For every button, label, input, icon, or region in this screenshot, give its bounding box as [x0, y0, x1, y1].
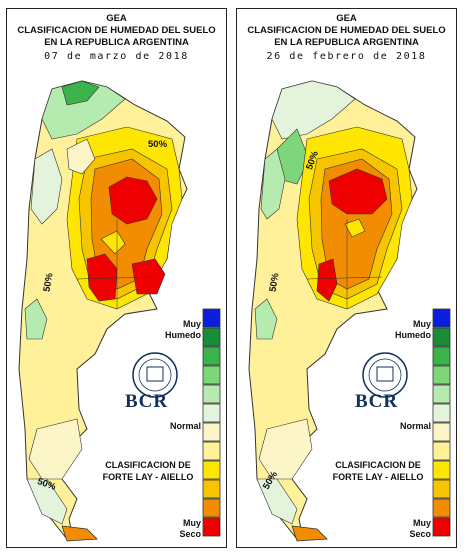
scale-swatch: [432, 517, 451, 537]
scale-label-dry: Seco: [179, 529, 201, 539]
argentina-map: [18, 80, 221, 542]
scale-label-very: Muy: [413, 319, 431, 329]
scale-swatch: [202, 384, 221, 404]
scale-swatch: [202, 460, 221, 480]
scale-swatch: [432, 422, 451, 442]
scale-label-normal: Normal: [399, 421, 431, 431]
scale-swatch: [432, 441, 451, 461]
scale-label-wet: Humedo: [395, 330, 431, 340]
map-date: 07 de marzo de 2018: [44, 51, 189, 62]
classification-line1: CLASIFICACION DE: [335, 460, 421, 470]
scale-label-wet: Humedo: [165, 330, 201, 340]
contour-label-ne: 50%: [148, 139, 168, 150]
map-panel-left: GEA CLASIFICACION DE HUMEDAD DEL SUELO E…: [6, 8, 227, 548]
scale-swatch: [202, 479, 221, 499]
scale-swatch: [202, 346, 221, 366]
scale-swatch: [202, 422, 221, 442]
bcr-logo: BCR: [355, 391, 399, 412]
scale-label-very-dry: Muy: [183, 518, 201, 528]
bcr-logo: BCR: [125, 391, 169, 412]
title-country: EN LA REPUBLICA ARGENTINA: [274, 37, 419, 48]
classification-line2: FORTE LAY - AIELLO: [102, 472, 194, 482]
scale-swatch: [202, 327, 221, 347]
scale-swatch: [432, 479, 451, 499]
scale-swatch: [202, 441, 221, 461]
scale-label-very: Muy: [183, 319, 201, 329]
scale-swatch: [202, 308, 221, 328]
scale-swatch: [202, 365, 221, 385]
argentina-map: [248, 80, 451, 542]
classification-line1: CLASIFICACION DE: [105, 460, 191, 470]
scale-swatch: [432, 308, 451, 328]
scale-label-dry: Seco: [409, 529, 431, 539]
map-panel-right: GEA CLASIFICACION DE HUMEDAD DEL SUELO E…: [236, 8, 457, 548]
scale-swatch: [202, 517, 221, 537]
scale-swatch: [202, 498, 221, 518]
title-main: CLASIFICACION DE HUMEDAD DEL SUELO: [17, 25, 216, 36]
scale-label-normal: Normal: [169, 421, 201, 431]
scale-swatch: [432, 327, 451, 347]
scale-swatch: [202, 403, 221, 423]
title-main: CLASIFICACION DE HUMEDAD DEL SUELO: [247, 25, 446, 36]
title-gea: GEA: [336, 13, 357, 24]
scale-swatch: [432, 365, 451, 385]
title-gea: GEA: [106, 13, 127, 24]
scale-swatch: [432, 346, 451, 366]
bcr-seal: [132, 352, 178, 398]
scale-label-very-dry: Muy: [413, 518, 431, 528]
scale-swatch: [432, 498, 451, 518]
classification-line2: FORTE LAY - AIELLO: [332, 472, 424, 482]
scale-swatch: [432, 403, 451, 423]
bcr-seal: [362, 352, 408, 398]
scale-swatch: [432, 384, 451, 404]
scale-swatch: [432, 460, 451, 480]
map-date: 26 de febrero de 2018: [266, 51, 427, 62]
title-country: EN LA REPUBLICA ARGENTINA: [44, 37, 189, 48]
